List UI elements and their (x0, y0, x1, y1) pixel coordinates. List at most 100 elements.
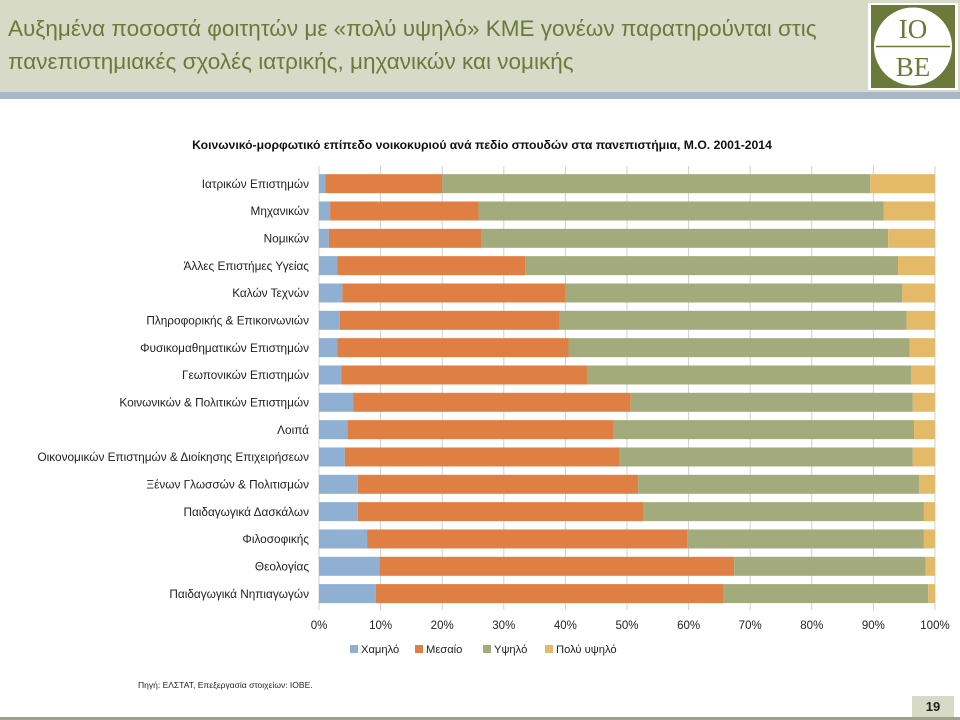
bar-segment (330, 201, 479, 221)
bar-segment (357, 474, 639, 494)
bar-segment (337, 338, 569, 358)
bar-segment (923, 502, 935, 522)
footer-divider (0, 717, 960, 720)
category-label: Παιδαγωγικά Δασκάλων (183, 505, 309, 519)
bar-segment (319, 502, 358, 522)
bar-segment (319, 228, 329, 248)
bar-segment (442, 174, 871, 194)
bar-segment (888, 228, 935, 248)
bar-segment (347, 420, 614, 440)
bar-segment (319, 474, 358, 494)
legend-swatch (350, 645, 358, 653)
category-label: Γεωπονικών Επιστημών (182, 368, 309, 382)
category-label: Άλλες Επιστήμες Υγείας (184, 259, 310, 273)
bar-segment (319, 420, 348, 440)
bar-segment (918, 474, 935, 494)
bar-segment (638, 474, 919, 494)
bar-segment (337, 256, 526, 276)
category-labels: Ιατρικών Επιστημών Μηχανικών Νομικών Άλλες … (37, 177, 309, 601)
legend-swatch (483, 645, 491, 653)
chart-title: Κοινωνικό-μορφωτικό επίπεδο νοικοκυριού … (192, 138, 772, 152)
bar-segment (357, 502, 644, 522)
bar-segment (902, 283, 935, 303)
category-label: Παιδαγωγικά Νηπιαγωγών (169, 587, 309, 601)
bar-segment (568, 338, 910, 358)
category-label: Φιλοσοφικής (242, 532, 309, 546)
slide-title: Αυξημένα ποσοστά φοιτητών με «πολύ υψηλό… (8, 16, 817, 74)
x-tick-label: 50% (615, 620, 638, 632)
bar-segment (883, 201, 935, 221)
bar-segment (319, 338, 338, 358)
stacked-bar-chart: Κοινωνικό-μορφωτικό επίπεδο νοικοκυριού … (37, 138, 950, 656)
bar-segment (613, 420, 915, 440)
category-label: Λοιπά (277, 423, 309, 437)
x-tick-label: 70% (739, 620, 762, 632)
bar-segment (630, 392, 913, 412)
bar-segment (379, 556, 735, 576)
legend-label: Πολύ υψηλό (556, 644, 617, 656)
bar-segment (586, 365, 911, 385)
bar-segment (339, 310, 560, 330)
legend-label: Χαμηλό (361, 644, 399, 656)
bar-segment (344, 447, 619, 467)
bar-segment (914, 420, 935, 440)
x-tick-label: 100% (920, 620, 949, 632)
bar-segment (319, 201, 331, 221)
bar-segment (912, 392, 935, 412)
category-label: Καλών Τεχνών (232, 286, 309, 300)
bar-segment (319, 556, 380, 576)
bar-segment (906, 310, 935, 330)
legend-swatch (415, 645, 423, 653)
x-tick-label: 80% (800, 620, 823, 632)
category-label: Φυσικομαθηματικών Επιστημών (140, 341, 309, 355)
x-tick-label: 20% (431, 620, 454, 632)
bar-segment (353, 392, 631, 412)
bar-segment (912, 447, 935, 467)
x-tick-label: 10% (369, 620, 392, 632)
x-tick-label: 0% (311, 620, 328, 632)
bar-segment (723, 584, 929, 604)
bar-segment (925, 556, 935, 576)
source-note: Πηγή: ΕΛΣΤΑΤ, Επεξεργασία στοιχείων: ΙΟΒ… (138, 680, 313, 690)
category-label: Θεολογίας (255, 559, 309, 573)
bar-segment (643, 502, 924, 522)
category-label: Πληροφορικής & Επικοινωνιών (146, 314, 309, 328)
iobe-logo: IO BE (868, 3, 958, 90)
x-tick-label: 90% (862, 620, 885, 632)
bar-segment (923, 529, 935, 549)
legend-label: Υψηλό (494, 644, 527, 656)
bar-segment (687, 529, 924, 549)
bar-segment (319, 392, 354, 412)
bar-segment (618, 447, 913, 467)
bar-segment (319, 529, 368, 549)
bar-segment (734, 556, 926, 576)
bar-segment (319, 584, 376, 604)
x-axis-ticks: 0% 10% 20% 30% 40% 50% 60% 70% 80% 90% 100% (311, 620, 950, 632)
logo-text-top: IO (899, 14, 928, 44)
bar-segment (328, 228, 482, 248)
logo-text-bottom: BE (896, 52, 931, 82)
x-tick-label: 40% (554, 620, 577, 632)
header-divider (0, 92, 960, 99)
x-tick-label: 30% (492, 620, 515, 632)
bar-segment (565, 283, 903, 303)
legend-swatch (545, 645, 553, 653)
bar-segment (525, 256, 899, 276)
bar-segment (928, 584, 935, 604)
legend-label: Μεσαίο (426, 644, 462, 656)
x-tick-label: 60% (677, 620, 700, 632)
category-label: Ξένων Γλωσσών & Πολιτισμών (146, 477, 309, 491)
chart-bars (319, 174, 935, 604)
bar-segment (870, 174, 935, 194)
category-label: Ιατρικών Επιστημών (202, 177, 309, 191)
bar-segment (367, 529, 688, 549)
bar-segment (325, 174, 443, 194)
bar-segment (481, 228, 889, 248)
bar-segment (910, 365, 935, 385)
bar-segment (375, 584, 724, 604)
bar-segment (319, 365, 342, 385)
bar-segment (478, 201, 884, 221)
bar-segment (909, 338, 935, 358)
page-number: 19 (912, 696, 954, 718)
bar-segment (341, 365, 587, 385)
